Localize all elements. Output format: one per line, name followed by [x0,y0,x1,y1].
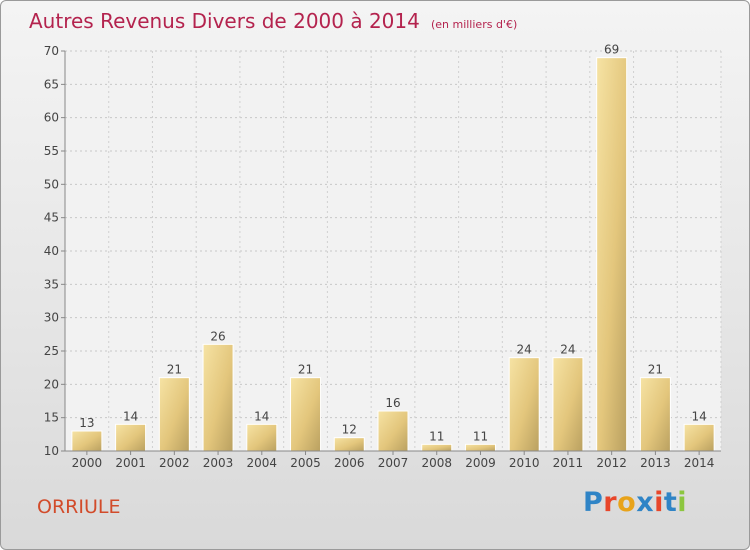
bar [290,377,322,452]
x-tick-label: 2004 [247,456,278,470]
x-tick-label: 2014 [684,456,715,470]
axis-layer: 10 15 20 25 30 35 40 45 50 55 60 65 70 2000 2001 2002 20… [44,44,721,470]
y-tick-label: 55 [44,144,59,158]
bar-value-label: 11 [473,429,488,443]
proxiti-logo: Proxiti [583,487,687,518]
bar-value-label: 16 [385,396,400,410]
logo-letter: i [654,487,664,518]
bar [246,423,278,452]
logo-letter: i [677,487,688,518]
bar [639,377,671,452]
logo-letter: t [663,487,678,518]
x-tick-label: 2011 [553,456,584,470]
y-tick-label: 30 [44,311,59,325]
bar [552,357,584,452]
chart-title: Autres Revenus Divers de 2000 à 2014 (en… [29,9,517,33]
chart-subtitle: (en milliers d'€) [430,18,518,31]
y-tick-label: 70 [44,44,59,58]
logo-letter: r [603,487,618,518]
y-tick-label: 65 [44,77,59,91]
bar-value-label: 21 [298,363,313,377]
x-tick-label: 2003 [203,456,234,470]
chart-title-main: Autres Revenus Divers de 2000 à 2014 [29,9,420,33]
bar [71,430,103,452]
bar [333,437,365,452]
bar-value-label: 24 [517,343,532,357]
bar-value-label: 12 [342,423,357,437]
bar-value-label: 14 [254,409,269,423]
y-tick-label: 40 [44,244,59,258]
bar-value-label: 26 [210,329,225,343]
y-tick-label: 35 [44,277,59,291]
bar [683,423,715,452]
y-tick-label: 10 [44,444,59,458]
logo-letter: x [636,487,655,518]
bar [421,443,453,452]
bar-value-label: 11 [429,429,444,443]
y-tick-label: 25 [44,344,59,358]
bar [115,423,147,452]
x-tick-label: 2008 [421,456,452,470]
x-tick-label: 2013 [640,456,671,470]
bar [377,410,409,452]
bar-value-label: 21 [648,363,663,377]
x-tick-label: 2000 [72,456,103,470]
x-tick-label: 2010 [509,456,540,470]
y-tick-label: 45 [44,211,59,225]
x-tick-label: 2002 [159,456,190,470]
bar-value-label: 14 [691,409,706,423]
bar [508,357,540,452]
bar-value-label: 21 [167,363,182,377]
bar-value-label: 14 [123,409,138,423]
commune-name: ORRIULE [37,496,121,518]
y-tick-label: 60 [44,111,59,125]
logo-letter: o [617,487,637,518]
bar [202,343,234,452]
y-tick-label: 15 [44,411,59,425]
bar-value-label: 24 [560,343,575,357]
bar [464,443,496,452]
bar-value-label: 13 [79,416,94,430]
bar [158,377,190,452]
y-tick-label: 50 [44,177,59,191]
bars-layer: 13 14 21 26 14 21 12 16 11 11 24 24 69 21 14 [71,43,715,452]
y-tick-label: 20 [44,377,59,391]
x-tick-label: 2005 [290,456,321,470]
logo-letter: P [583,487,604,518]
x-tick-label: 2001 [115,456,146,470]
bar-value-label: 69 [604,43,619,57]
x-tick-label: 2006 [334,456,365,470]
x-tick-label: 2012 [596,456,627,470]
x-tick-label: 2007 [378,456,409,470]
x-tick-label: 2009 [465,456,496,470]
bar [596,57,628,452]
